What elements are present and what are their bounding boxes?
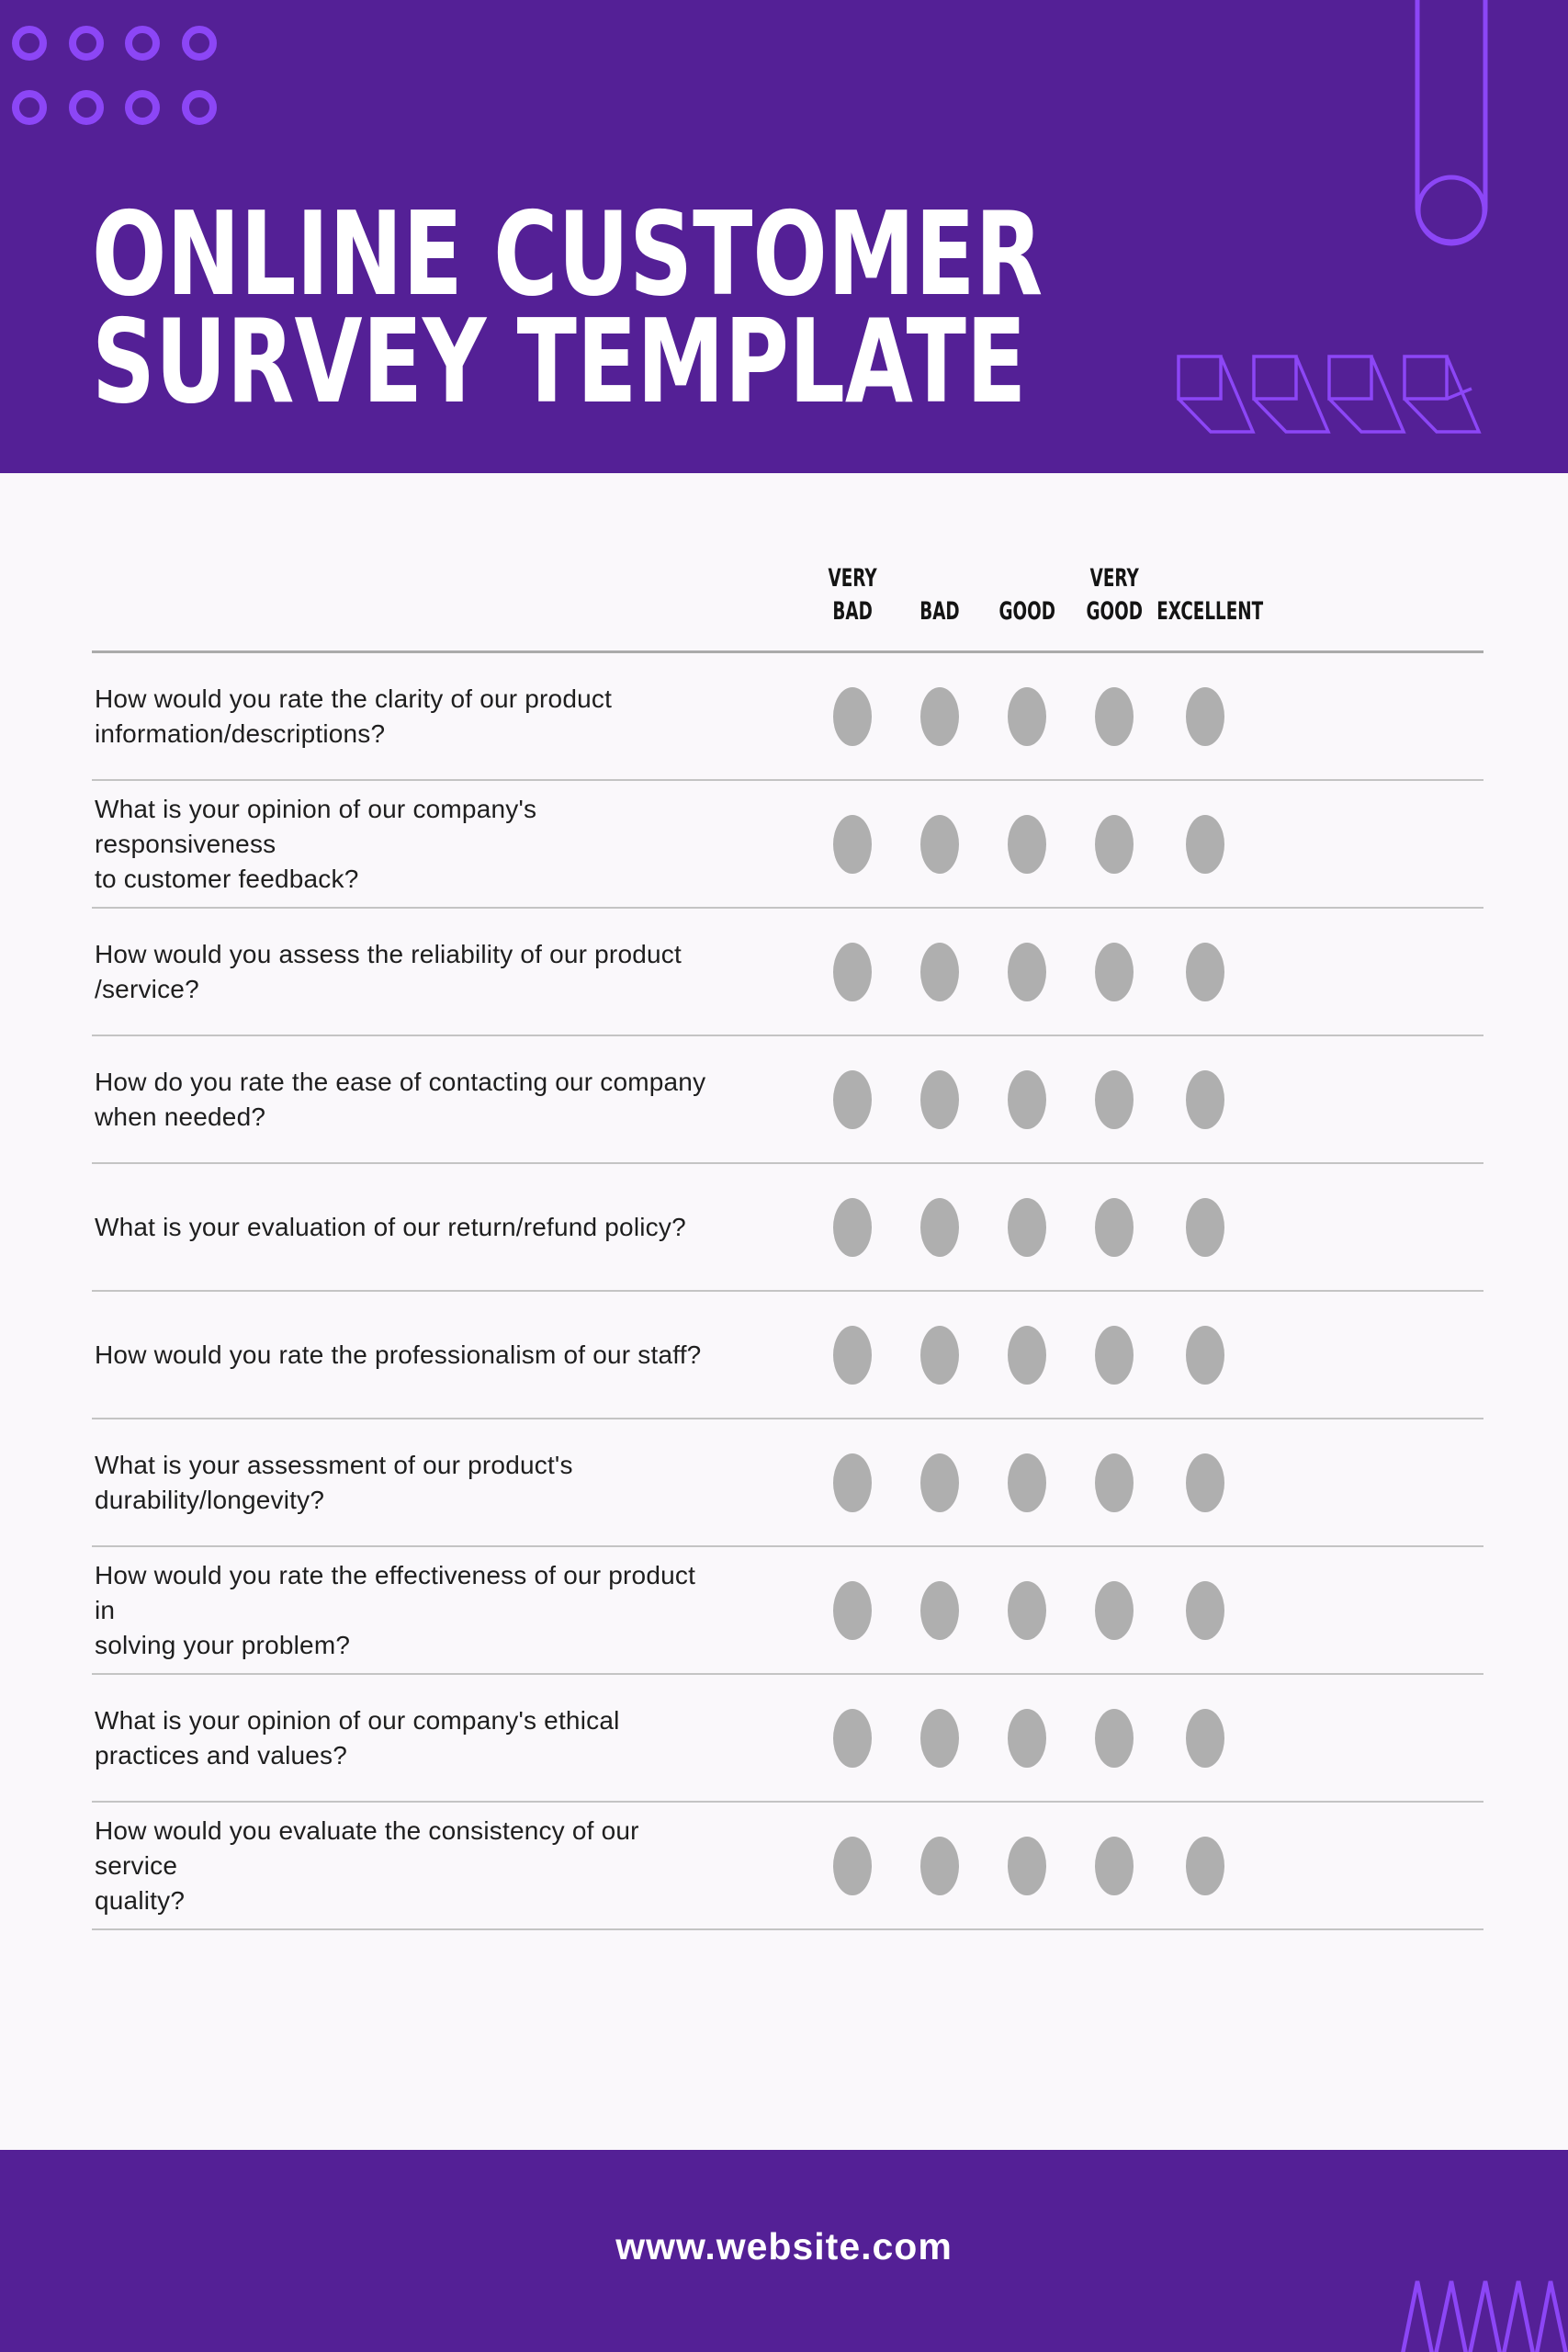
survey-row: How do you rate the ease of contacting o…: [92, 1036, 1483, 1164]
rating-radio-very-good[interactable]: [1095, 1837, 1134, 1895]
hero-header: ONLINE CUSTOMER SURVEY TEMPLATE: [0, 0, 1568, 473]
survey-row: How would you evaluate the consistency o…: [92, 1803, 1483, 1930]
rating-radio-bad[interactable]: [920, 1198, 959, 1257]
circle-icon: [125, 90, 160, 125]
rating-radio-bad[interactable]: [920, 943, 959, 1001]
rating-radio-good[interactable]: [1008, 1581, 1046, 1640]
rating-radio-good[interactable]: [1008, 1326, 1046, 1385]
survey-rows: How would you rate the clarity of our pr…: [92, 653, 1483, 1930]
survey-question: How would you rate the effectiveness of …: [95, 1560, 696, 1659]
survey-row: How would you rate the professionalism o…: [92, 1292, 1483, 1419]
rating-radio-excellent[interactable]: [1186, 1581, 1224, 1640]
rating-radio-bad[interactable]: [920, 1070, 959, 1129]
rating-radio-very-bad[interactable]: [833, 1453, 872, 1512]
rating-radio-very-good[interactable]: [1095, 815, 1134, 874]
rating-radio-very-good[interactable]: [1095, 943, 1134, 1001]
survey-row: What is your opinion of our company's et…: [92, 1675, 1483, 1803]
circle-icon: [125, 26, 160, 61]
survey-row: What is your assessment of our product's…: [92, 1419, 1483, 1547]
rating-radio-excellent[interactable]: [1186, 943, 1224, 1001]
rating-radio-good[interactable]: [1008, 687, 1046, 746]
rating-radio-very-good[interactable]: [1095, 1326, 1134, 1385]
isometric-cubes-icon: [1177, 355, 1482, 434]
circle-grid-decoration: [12, 26, 223, 145]
survey-row: What is your evaluation of our return/re…: [92, 1164, 1483, 1292]
survey-row: How would you rate the clarity of our pr…: [92, 653, 1483, 781]
rating-radio-very-good[interactable]: [1095, 1198, 1134, 1257]
rating-radio-good[interactable]: [1008, 1070, 1046, 1129]
survey-row: How would you assess the reliability of …: [92, 909, 1483, 1036]
survey-row: What is your opinion of our company's re…: [92, 781, 1483, 909]
footer: www.website.com: [0, 2150, 1568, 2352]
scale-label-bad: BAD: [919, 597, 960, 626]
rating-radio-very-bad[interactable]: [833, 1070, 872, 1129]
rating-radio-bad[interactable]: [920, 1326, 959, 1385]
rating-radio-good[interactable]: [1008, 1198, 1046, 1257]
survey-question: What is your evaluation of our return/re…: [95, 1212, 686, 1241]
survey-question: How would you rate the clarity of our pr…: [95, 684, 613, 748]
rating-radio-excellent[interactable]: [1186, 1198, 1224, 1257]
zigzag-icon: [1401, 2280, 1568, 2352]
survey-question: What is your opinion of our company's re…: [95, 794, 537, 893]
hanging-capsule-icon: [1177, 0, 1488, 434]
survey-question: How would you rate the professionalism o…: [95, 1340, 702, 1369]
circle-icon: [182, 90, 217, 125]
rating-radio-very-good[interactable]: [1095, 1709, 1134, 1768]
rating-radio-bad[interactable]: [920, 815, 959, 874]
rating-radio-good[interactable]: [1008, 1709, 1046, 1768]
rating-radio-good[interactable]: [1008, 1453, 1046, 1512]
rating-radio-very-good[interactable]: [1095, 1453, 1134, 1512]
circle-icon: [182, 26, 217, 61]
circle-icon: [12, 90, 47, 125]
scale-label-very-good: VERY GOOD: [1086, 564, 1143, 626]
rating-radio-excellent[interactable]: [1186, 687, 1224, 746]
scale-label-excellent: EXCELLENT: [1156, 597, 1264, 626]
rating-radio-very-good[interactable]: [1095, 1070, 1134, 1129]
rating-radio-very-bad[interactable]: [833, 1198, 872, 1257]
scale-label-good: GOOD: [998, 597, 1055, 626]
rating-radio-bad[interactable]: [920, 1837, 959, 1895]
survey-question: What is your opinion of our company's et…: [95, 1705, 620, 1770]
rating-radio-excellent[interactable]: [1186, 1070, 1224, 1129]
rating-radio-very-bad[interactable]: [833, 687, 872, 746]
website-url: www.website.com: [615, 2225, 953, 2267]
survey-question: What is your assessment of our product's…: [95, 1450, 573, 1514]
rating-radio-good[interactable]: [1008, 1837, 1046, 1895]
rating-radio-very-bad[interactable]: [833, 1837, 872, 1895]
rating-radio-bad[interactable]: [920, 687, 959, 746]
scale-label-very-bad: VERY BAD: [828, 564, 877, 626]
survey-row: How would you rate the effectiveness of …: [92, 1547, 1483, 1675]
rating-radio-very-bad[interactable]: [833, 1709, 872, 1768]
rating-radio-very-bad[interactable]: [833, 943, 872, 1001]
rating-radio-good[interactable]: [1008, 943, 1046, 1001]
rating-radio-excellent[interactable]: [1186, 1837, 1224, 1895]
circle-icon: [12, 26, 47, 61]
rating-radio-very-bad[interactable]: [833, 1581, 872, 1640]
rating-radio-very-good[interactable]: [1095, 1581, 1134, 1640]
rating-radio-excellent[interactable]: [1186, 1709, 1224, 1768]
survey-question: How would you assess the reliability of …: [95, 939, 682, 1003]
rating-radio-bad[interactable]: [920, 1581, 959, 1640]
rating-radio-very-good[interactable]: [1095, 687, 1134, 746]
survey-question: How do you rate the ease of contacting o…: [95, 1067, 706, 1131]
rating-radio-excellent[interactable]: [1186, 1453, 1224, 1512]
circle-icon: [69, 26, 104, 61]
circle-icon: [69, 90, 104, 125]
rating-radio-bad[interactable]: [920, 1709, 959, 1768]
rating-radio-excellent[interactable]: [1186, 815, 1224, 874]
rating-radio-excellent[interactable]: [1186, 1326, 1224, 1385]
page-title: ONLINE CUSTOMER SURVEY TEMPLATE: [92, 187, 1043, 429]
rating-radio-very-bad[interactable]: [833, 1326, 872, 1385]
survey-question: How would you evaluate the consistency o…: [95, 1815, 639, 1915]
rating-radio-good[interactable]: [1008, 815, 1046, 874]
rating-scale-header: VERY BAD BAD GOOD VERY GOOD EXCELLENT: [92, 551, 1483, 653]
rating-radio-very-bad[interactable]: [833, 815, 872, 874]
rating-radio-bad[interactable]: [920, 1453, 959, 1512]
